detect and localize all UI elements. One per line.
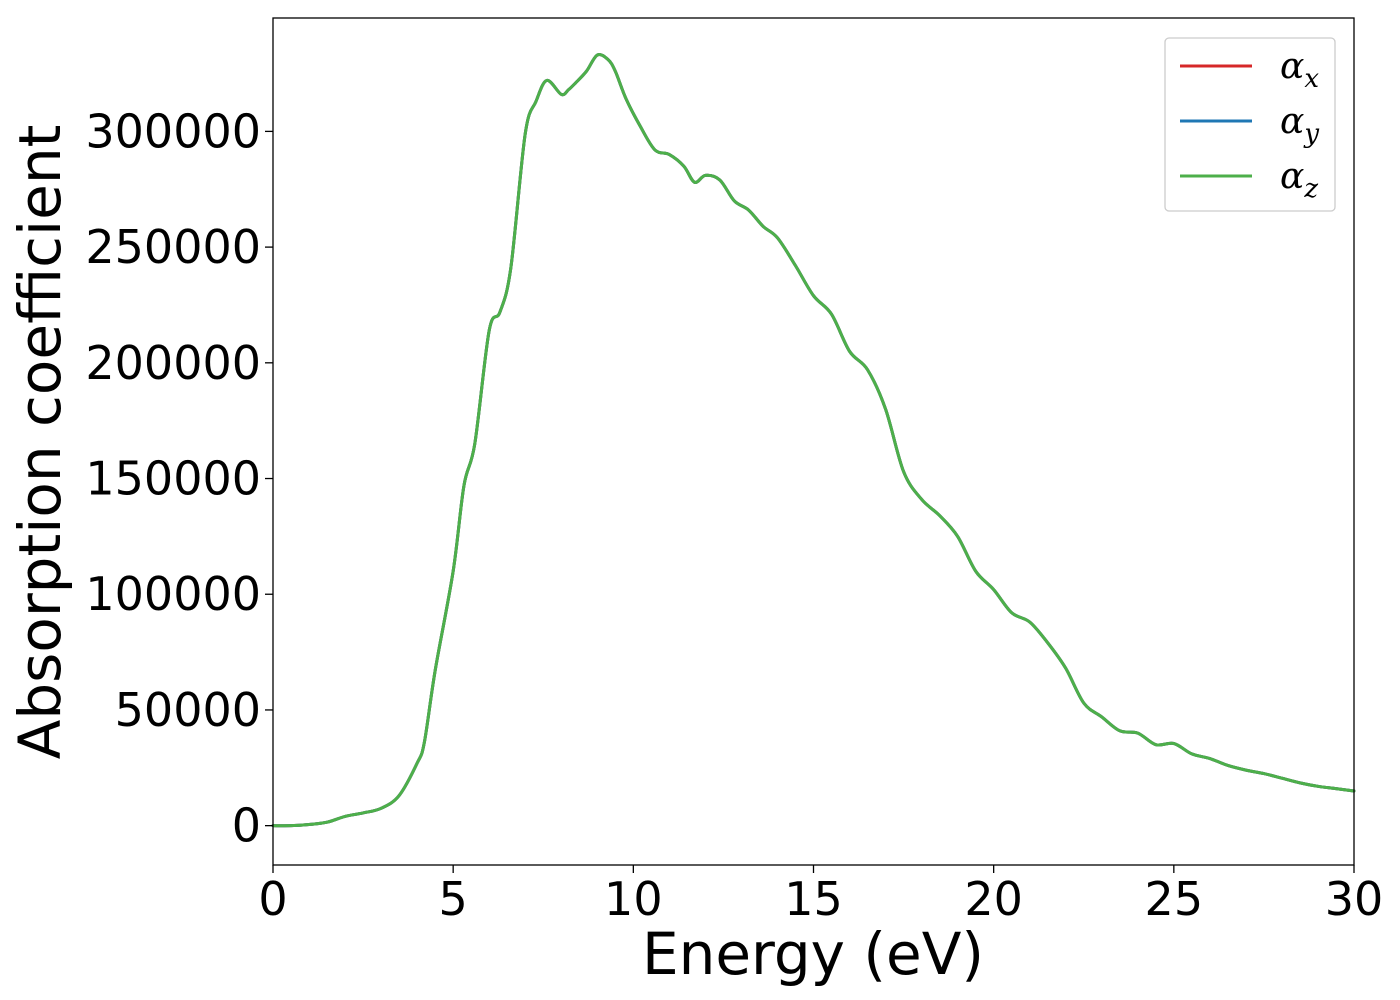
y-tick-label: 200000 (85, 336, 261, 390)
x-tick-label: 25 (1145, 872, 1204, 926)
y-tick-label: 50000 (115, 683, 261, 737)
y-tick-label: 100000 (85, 567, 261, 621)
x-tick-label: 30 (1325, 872, 1384, 926)
x-axis-ticks: 0 5 10 15 20 25 30 (258, 865, 1383, 926)
legend-label-y: αy (1280, 101, 1319, 149)
x-tick-label: 5 (439, 872, 468, 926)
legend-entries: αx αy αz (1180, 46, 1319, 204)
y-axis-label: Absorption coefficient (6, 125, 74, 760)
x-tick-label: 0 (258, 872, 287, 926)
y-tick-label: 150000 (85, 452, 261, 506)
x-axis-label: Energy (eV) (642, 920, 984, 988)
x-tick-label: 20 (964, 872, 1023, 926)
legend-label-z: αz (1280, 156, 1318, 204)
x-tick-label: 15 (784, 872, 843, 926)
y-axis-ticks: 0 50000 100000 150000 200000 250000 300000 (85, 104, 273, 853)
series-line-z (271, 53, 1356, 828)
legend-box (1164, 37, 1336, 212)
y-tick-label: 250000 (85, 220, 261, 274)
legend-label-x: αx (1280, 46, 1319, 94)
legend: αx αy αz (1164, 37, 1336, 212)
series-layer (271, 53, 1356, 828)
y-tick-label: 0 (232, 799, 261, 853)
y-tick-label: 300000 (85, 104, 261, 158)
x-tick-label: 10 (604, 872, 663, 926)
